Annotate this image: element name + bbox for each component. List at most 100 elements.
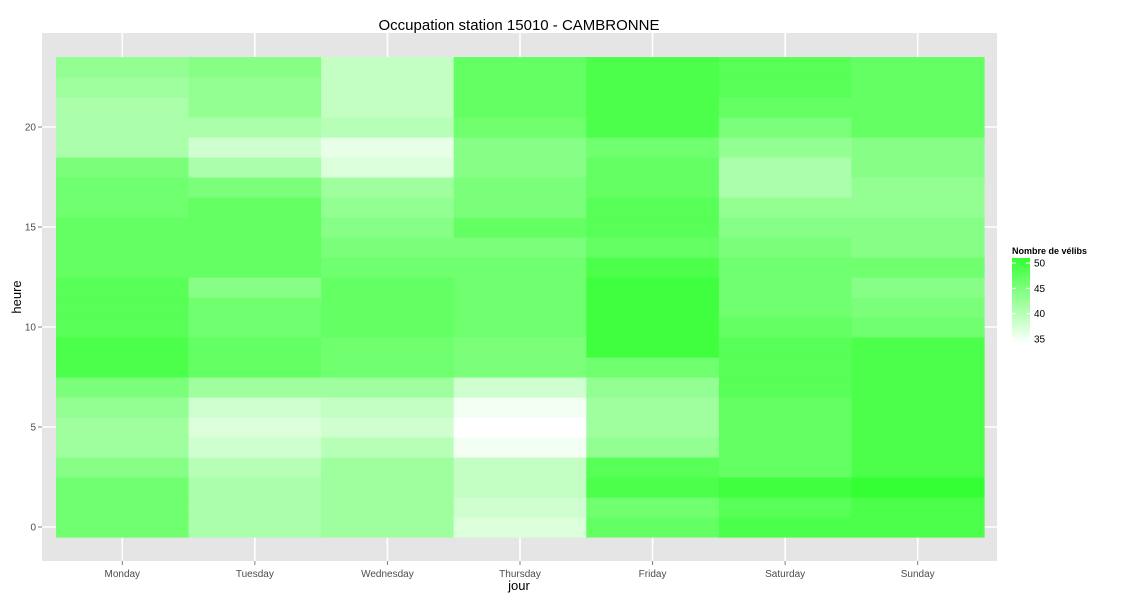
heatmap-cell	[56, 357, 190, 378]
heatmap-cell	[188, 457, 322, 478]
heatmap-cell	[188, 397, 322, 418]
heatmap-cell	[321, 417, 455, 438]
heatmap-cell	[718, 137, 853, 158]
x-tick-label: Friday	[639, 569, 667, 580]
heatmap-cell	[586, 217, 720, 238]
x-tick-label: Saturday	[765, 569, 805, 580]
heatmap-cell	[321, 117, 455, 138]
heatmap-cell	[188, 497, 322, 518]
heatmap-cell	[321, 77, 455, 98]
heatmap-cell	[56, 77, 190, 98]
x-tick-label: Sunday	[901, 569, 935, 580]
x-tick-label: Tuesday	[236, 569, 274, 580]
heatmap-cell	[188, 317, 322, 338]
heatmap-cell	[188, 157, 322, 178]
heatmap-cell	[321, 437, 455, 458]
heatmap-cell	[453, 157, 587, 178]
heatmap-cell	[851, 217, 985, 238]
heatmap-cell	[321, 237, 455, 258]
heatmap-cell	[586, 497, 720, 518]
heatmap-cell	[718, 357, 853, 378]
heatmap-cell	[718, 477, 853, 498]
heatmap-cell	[453, 137, 587, 158]
heatmap-cell	[851, 257, 985, 278]
heatmap-cell	[321, 137, 455, 158]
x-tick-label: Monday	[104, 569, 140, 580]
heatmap-cell	[453, 297, 587, 318]
heatmap-cell	[851, 57, 985, 78]
heatmap-cell	[56, 277, 190, 298]
heatmap-cell	[851, 137, 985, 158]
heatmap-cell	[851, 157, 985, 178]
heatmap-cell	[851, 417, 985, 438]
heatmap-cell	[851, 237, 985, 258]
heatmap-cell	[56, 117, 190, 138]
heatmap-cell	[718, 337, 853, 358]
heatmap-cell	[321, 157, 455, 178]
color-legend: Nombre de vélibs 35 40 45 50	[1012, 246, 1087, 345]
heatmap-cell	[188, 77, 322, 98]
heatmap-cell	[56, 137, 190, 158]
heatmap-cell	[453, 497, 587, 518]
heatmap-cell	[321, 457, 455, 478]
heatmap-cell	[851, 357, 985, 378]
heatmap-cell	[586, 457, 720, 478]
heatmap-cell	[586, 297, 720, 318]
heatmap-cell	[718, 437, 853, 458]
heatmap-cell	[453, 377, 587, 398]
y-tick-label: 5	[30, 423, 36, 434]
y-tick-label: 10	[25, 323, 37, 334]
heatmap-cell	[586, 97, 720, 118]
heatmap-cell	[718, 257, 853, 278]
heatmap-cell	[188, 417, 322, 438]
heatmap-cell	[188, 297, 322, 318]
heatmap-cell	[321, 477, 455, 498]
heatmap-cell	[188, 277, 322, 298]
heatmap-cell	[718, 117, 853, 138]
heatmap-cell	[851, 517, 985, 538]
heatmap-cell	[453, 197, 587, 218]
heatmap-cell	[321, 397, 455, 418]
heatmap-cell	[56, 377, 190, 398]
heatmap-cell	[586, 197, 720, 218]
heatmap-cell	[453, 357, 587, 378]
axes: Monday Tuesday Wednesday Thursday Friday Satu…	[25, 123, 935, 581]
heatmap-cell	[188, 217, 322, 238]
heatmap-cell	[851, 177, 985, 198]
heatmap-cell	[851, 277, 985, 298]
heatmap-cell	[851, 337, 985, 358]
heatmap-cell	[586, 437, 720, 458]
legend-tick-label: 45	[1034, 284, 1046, 295]
x-tick-label: Thursday	[499, 569, 541, 580]
heatmap-cell	[321, 197, 455, 218]
heatmap-cell	[851, 317, 985, 338]
heatmap-cell	[718, 297, 853, 318]
heatmap-cell	[321, 377, 455, 398]
heatmap-cell	[188, 477, 322, 498]
heatmap-cell	[453, 517, 587, 538]
chart-title: Occupation station 15010 - CAMBRONNE	[379, 17, 660, 34]
heatmap-cell	[586, 417, 720, 438]
legend-tick-label: 50	[1034, 259, 1046, 270]
heatmap-cell	[718, 57, 853, 78]
heatmap-cell	[188, 137, 322, 158]
y-axis-label: heure	[9, 280, 24, 313]
heatmap-cell	[188, 377, 322, 398]
heatmap-cell	[851, 197, 985, 218]
heatmap-cell	[453, 457, 587, 478]
heatmap-cell	[851, 457, 985, 478]
heatmap-cell	[586, 177, 720, 198]
heatmap-cell	[188, 517, 322, 538]
heatmap-cell	[321, 257, 455, 278]
heatmap-cell	[851, 97, 985, 118]
heatmap-cell	[56, 237, 190, 258]
y-tick-label: 0	[30, 523, 36, 534]
heatmap-cell	[56, 397, 190, 418]
heatmap-cell	[56, 177, 190, 198]
heatmap-cell	[56, 417, 190, 438]
heatmap-cell	[718, 157, 853, 178]
heatmap-cell	[453, 317, 587, 338]
heatmap-cell	[586, 257, 720, 278]
heatmap-cell	[321, 217, 455, 238]
